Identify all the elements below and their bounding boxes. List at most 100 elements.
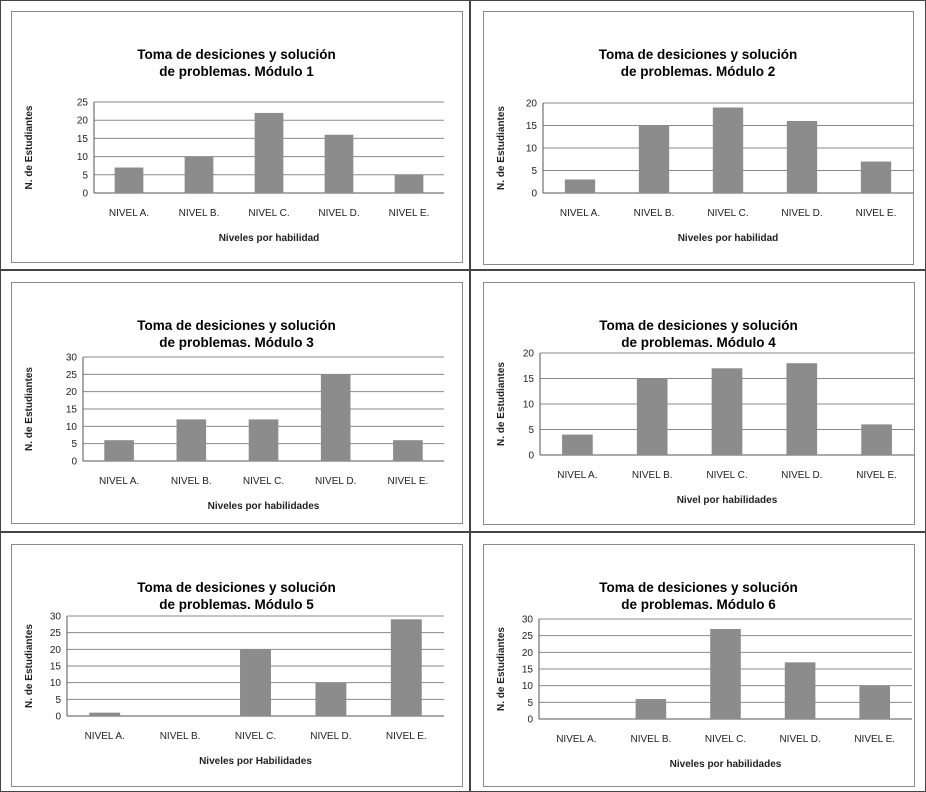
y-tick-label: 15: [66, 405, 78, 416]
chart-title-line-1: Toma de desiciones y solución: [599, 47, 798, 62]
y-tick-label: 0: [55, 712, 61, 723]
chart-title-line-2: de problemas. Módulo 1: [159, 64, 314, 79]
y-tick-label: 15: [50, 662, 62, 673]
x-category-label: NIVEL E.: [854, 734, 895, 745]
chart-panel-2: Toma de desiciones y solución de problema…: [470, 0, 926, 270]
bar-nivelc: [248, 419, 279, 461]
y-tick-label: 15: [526, 121, 538, 132]
y-tick-label: 5: [527, 698, 533, 709]
bar-nivelc: [254, 112, 284, 193]
x-category-label: NIVEL A.: [109, 208, 149, 219]
y-tick-label: 15: [522, 665, 534, 676]
chart-frame: [11, 11, 463, 263]
bar-nivelb: [635, 699, 667, 719]
bar-nivela: [104, 440, 134, 461]
y-tick-label: 25: [77, 98, 89, 109]
x-category-label: NIVEL D.: [779, 734, 820, 745]
y-tick-label: 30: [66, 353, 78, 364]
y-tick-label: 30: [50, 612, 62, 623]
y-tick-label: 15: [77, 134, 89, 145]
x-axis-title: Niveles por habilidad: [219, 233, 320, 244]
chart-panel-4: Toma de desiciones y solución de problema…: [470, 270, 926, 532]
x-category-label: NIVEL C.: [235, 731, 276, 742]
y-tick-label: 0: [528, 451, 534, 462]
bar-nivelc: [711, 368, 743, 455]
y-axis-title: N. de Estudiantes: [24, 105, 35, 189]
bar-nivela: [114, 167, 144, 193]
chart-panel-1: Toma de desiciones y solución de problema…: [0, 0, 470, 270]
chart-frame: [483, 11, 914, 265]
x-category-label: NIVEL A.: [557, 470, 597, 481]
bar-nivela: [562, 434, 593, 455]
x-category-label: NIVEL E.: [856, 470, 897, 481]
y-tick-label: 20: [50, 645, 62, 656]
cell-border: [0, 270, 470, 532]
chart-panel-5: Toma de desiciones y solución de problema…: [0, 532, 470, 792]
bar-chart-6: Toma de desiciones y solución de problema…: [470, 532, 926, 792]
cell-border: [0, 0, 470, 270]
x-category-label: NIVEL B.: [634, 208, 675, 219]
y-tick-label: 20: [523, 349, 535, 360]
chart-title-line-2: de problemas. Módulo 3: [159, 335, 314, 350]
y-tick-label: 25: [522, 631, 534, 642]
bar-nivelb: [184, 156, 214, 193]
bar-nivele: [390, 619, 422, 716]
x-category-label: NIVEL C.: [707, 208, 748, 219]
bar-nivelb: [176, 419, 207, 461]
bar-chart-5: Toma de desiciones y solución de problema…: [0, 532, 470, 792]
x-axis-title: Niveles por habilidad: [678, 233, 779, 244]
x-category-label: NIVEL B.: [631, 734, 672, 745]
y-axis-title: N. de Estudiantes: [24, 624, 35, 708]
y-tick-label: 10: [523, 400, 535, 411]
x-category-label: NIVEL A.: [85, 731, 125, 742]
y-tick-label: 0: [82, 189, 88, 200]
bar-niveld: [315, 682, 347, 716]
x-axis-title: Niveles por Habilidades: [199, 756, 312, 767]
bar-niveld: [784, 662, 816, 719]
x-axis-title: Niveles por habilidades: [208, 501, 320, 512]
y-tick-label: 5: [71, 439, 77, 450]
y-tick-label: 10: [77, 152, 89, 163]
y-tick-label: 0: [71, 457, 77, 468]
y-tick-label: 20: [66, 387, 78, 398]
bar-nivele: [860, 161, 892, 193]
x-category-label: NIVEL B.: [171, 476, 212, 487]
bar-chart-2: Toma de desiciones y solución de problema…: [470, 0, 926, 270]
x-category-label: NIVEL B.: [632, 470, 673, 481]
bar-nivelc: [710, 629, 741, 719]
chart-title-line-1: Toma de desiciones y solución: [137, 580, 336, 595]
bar-niveld: [320, 374, 351, 461]
y-axis-title: N. de Estudiantes: [496, 627, 507, 711]
bar-nivele: [394, 174, 424, 193]
y-tick-label: 20: [522, 648, 534, 659]
x-category-label: NIVEL E.: [856, 208, 897, 219]
chart-title-line-1: Toma de desiciones y solución: [599, 580, 798, 595]
x-category-label: NIVEL A.: [556, 734, 596, 745]
y-axis-title: N. de Estudiantes: [24, 367, 35, 451]
x-category-label: NIVEL B.: [179, 208, 220, 219]
bar-nivele: [861, 424, 892, 455]
chart-title-line-2: de problemas. Módulo 6: [621, 597, 776, 612]
bar-nivela: [564, 179, 596, 193]
x-category-label: NIVEL D.: [318, 208, 359, 219]
chart-panel-6: Toma de desiciones y solución de problema…: [470, 532, 926, 792]
x-category-label: NIVEL E.: [388, 476, 429, 487]
bar-nivela: [89, 712, 121, 716]
x-category-label: NIVEL D.: [315, 476, 356, 487]
x-category-label: NIVEL D.: [781, 208, 822, 219]
y-tick-label: 10: [50, 678, 62, 689]
y-tick-label: 5: [82, 170, 88, 181]
y-tick-label: 10: [522, 681, 534, 692]
chart-title-line-2: de problemas. Módulo 4: [621, 335, 776, 350]
y-tick-label: 0: [531, 189, 537, 200]
y-axis-title: N. de Estudiantes: [496, 106, 507, 190]
x-axis-title: Niveles por habilidades: [670, 759, 782, 770]
x-category-label: NIVEL D.: [310, 731, 351, 742]
bar-chart-1: Toma de desiciones y solución de problema…: [0, 0, 470, 270]
y-tick-label: 20: [77, 116, 89, 127]
x-category-label: NIVEL E.: [389, 208, 430, 219]
x-category-label: NIVEL E.: [386, 731, 427, 742]
y-tick-label: 5: [531, 166, 537, 177]
x-category-label: NIVEL D.: [781, 470, 822, 481]
